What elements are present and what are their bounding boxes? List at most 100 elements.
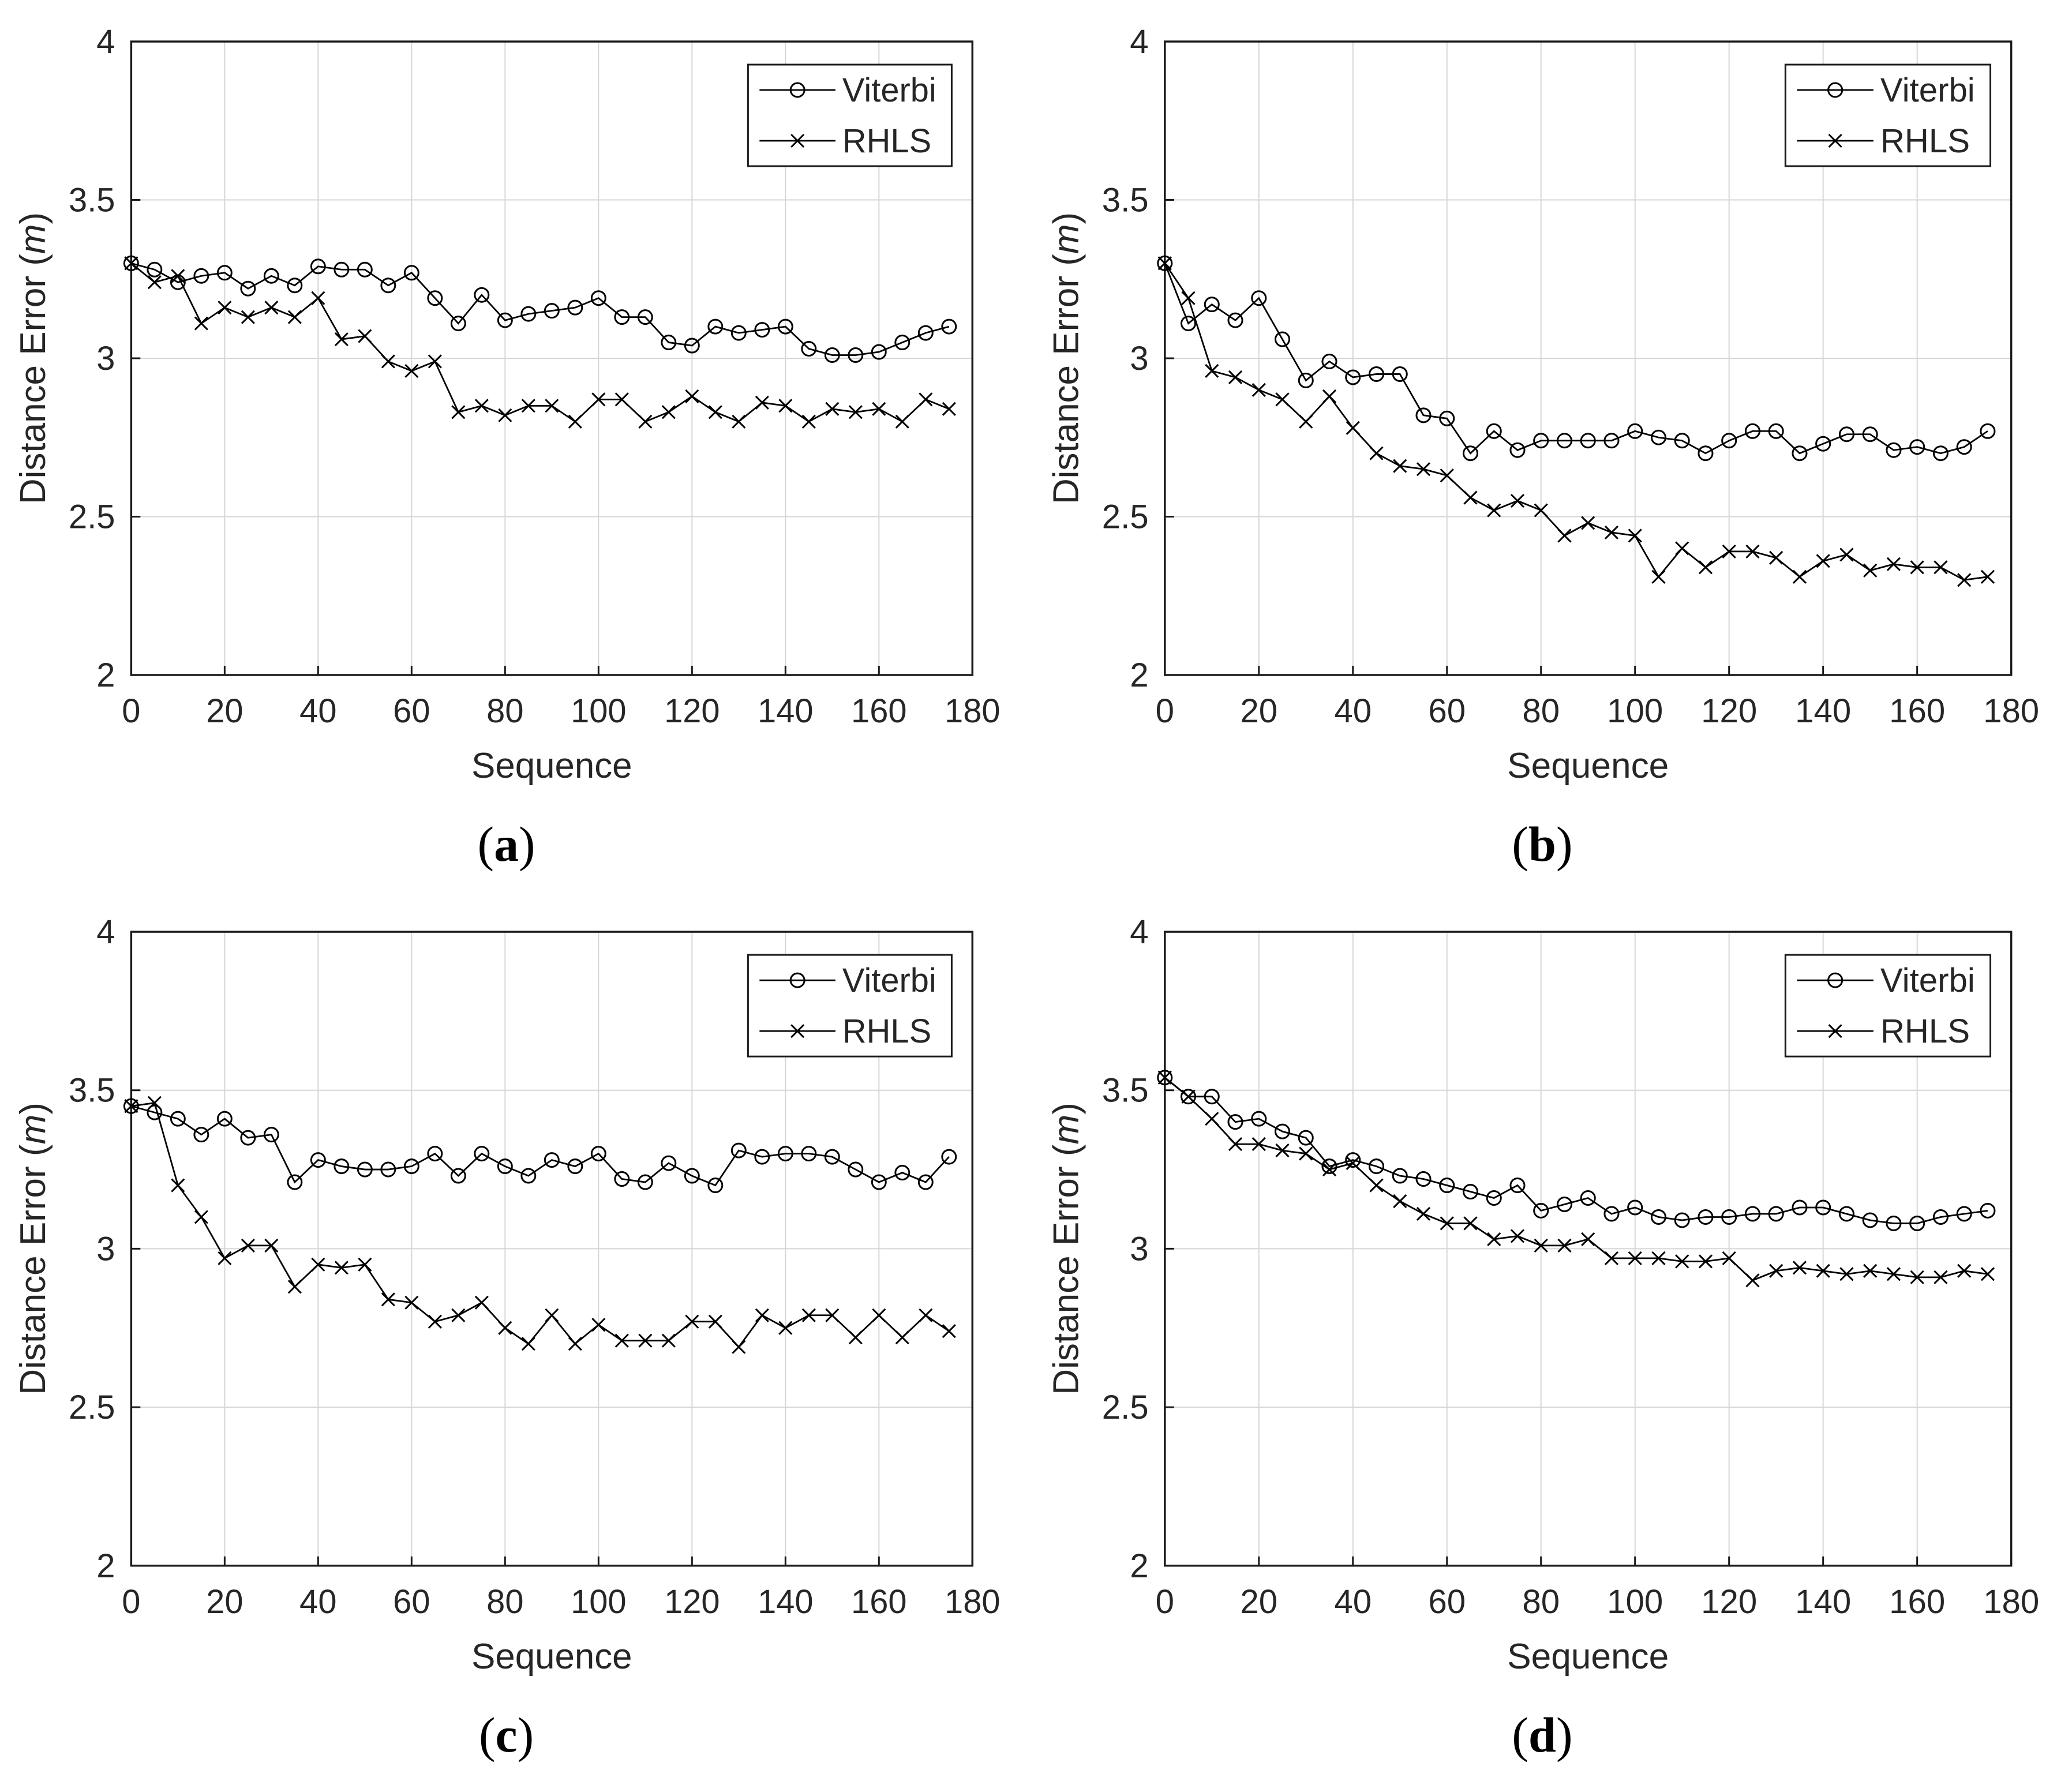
y-tick-label: 3.5 bbox=[1102, 1072, 1149, 1109]
x-tick-label: 100 bbox=[1607, 1583, 1663, 1621]
circle-markers bbox=[123, 1098, 957, 1194]
legend-circle-marker-icon bbox=[789, 972, 805, 988]
series-line bbox=[1164, 263, 1988, 455]
series-line bbox=[1164, 1077, 1988, 1281]
y-tick-label: 2 bbox=[96, 657, 115, 694]
x-tick-label: 180 bbox=[1983, 692, 2039, 730]
legend-circle-marker-icon bbox=[1827, 82, 1844, 98]
grid-lines bbox=[1164, 42, 2011, 675]
tick-labels: 0 20 40 60 80 100 120 140 160 180 2 2.5 3 3.5 4 bbox=[1102, 23, 2039, 730]
panel-caption: (a) bbox=[478, 816, 535, 872]
x-tick-label: 180 bbox=[945, 693, 1000, 730]
series-rhls bbox=[1157, 1070, 1995, 1288]
x-tick-label: 140 bbox=[1795, 1583, 1851, 1621]
legend-box bbox=[1784, 954, 1992, 1058]
axis-ticks bbox=[130, 931, 973, 1567]
x-tick-label: 180 bbox=[1983, 1583, 2039, 1621]
x-tick-label: 160 bbox=[1889, 692, 1945, 730]
x-tick-label: 120 bbox=[1701, 692, 1757, 730]
y-tick-label: 3 bbox=[96, 1231, 115, 1268]
x-tick-label: 120 bbox=[664, 693, 720, 730]
panel-d: 0 20 40 60 80 100 120 140 160 180 2 2.5 3 3.5 4 Sequenc… bbox=[1033, 890, 2072, 1781]
legend-box bbox=[747, 63, 953, 167]
x-markers bbox=[124, 256, 956, 429]
y-axis-label: Distance Error (m) bbox=[13, 1103, 53, 1395]
y-tick-label: 2 bbox=[1130, 1547, 1148, 1585]
y-tick-label: 4 bbox=[1130, 23, 1148, 61]
x-tick-label: 80 bbox=[1522, 692, 1560, 730]
x-tick-label: 140 bbox=[758, 693, 813, 730]
x-tick-label: 20 bbox=[1240, 1583, 1277, 1621]
legend-label: RHLS bbox=[842, 123, 931, 160]
grid-lines bbox=[1164, 932, 2011, 1566]
x-markers bbox=[124, 1096, 956, 1354]
x-axis-label: Sequence bbox=[1507, 746, 1669, 786]
x-markers bbox=[1157, 256, 1995, 587]
series-viterbi bbox=[1157, 1070, 1996, 1231]
x-tick-label: 80 bbox=[486, 693, 523, 730]
series-line bbox=[131, 1102, 950, 1348]
series-line bbox=[130, 263, 950, 423]
x-tick-label: 120 bbox=[664, 1584, 720, 1621]
series-viterbi bbox=[123, 255, 957, 363]
x-tick-label: 100 bbox=[1607, 692, 1663, 730]
axis-ticks bbox=[1164, 40, 2013, 676]
x-tick-label: 60 bbox=[393, 693, 430, 730]
legend-label: RHLS bbox=[842, 1013, 931, 1050]
panel-a: 0 20 40 60 80 100 120 140 160 180 2 2.5 3 3.5 4 Sequenc… bbox=[0, 0, 1033, 890]
panel-caption: (c) bbox=[479, 1707, 534, 1763]
tick-labels: 0 20 40 60 80 100 120 140 160 180 2 2.5 3 3.5 4 bbox=[69, 24, 1000, 730]
legend-box bbox=[747, 954, 953, 1058]
tick-labels: 0 20 40 60 80 100 120 140 160 180 2 2.5 3 3.5 4 bbox=[69, 914, 1000, 1621]
x-tick-label: 140 bbox=[1795, 692, 1851, 730]
series-viterbi bbox=[1157, 255, 1996, 462]
legend-x-marker-icon bbox=[790, 133, 805, 148]
y-tick-label: 2.5 bbox=[69, 498, 115, 535]
x-tick-label: 180 bbox=[945, 1584, 1000, 1621]
x-tick-label: 140 bbox=[758, 1584, 813, 1621]
y-tick-label: 2 bbox=[1130, 657, 1148, 694]
panel-b: 0 20 40 60 80 100 120 140 160 180 2 2.5 3 3.5 4 Sequenc… bbox=[1033, 0, 2072, 890]
series-line bbox=[1164, 1077, 1988, 1224]
panel-c: 0 20 40 60 80 100 120 140 160 180 2 2.5 3 3.5 4 Sequenc… bbox=[0, 890, 1033, 1781]
x-tick-label: 0 bbox=[122, 1584, 140, 1621]
circle-markers bbox=[123, 255, 957, 363]
x-tick-label: 40 bbox=[1334, 692, 1372, 730]
axis-ticks bbox=[1164, 931, 2013, 1567]
series-viterbi bbox=[123, 1098, 957, 1194]
y-tick-label: 3.5 bbox=[69, 1073, 115, 1109]
legend-label: Viterbi bbox=[1880, 962, 1975, 999]
y-tick-label: 2 bbox=[96, 1548, 115, 1585]
legend-circle-marker-icon bbox=[1827, 972, 1844, 988]
legend: Viterbi RHLS bbox=[747, 63, 953, 167]
y-tick-label: 4 bbox=[96, 24, 115, 61]
y-tick-label: 4 bbox=[1130, 913, 1148, 951]
y-tick-label: 2.5 bbox=[1102, 1389, 1149, 1426]
legend: Viterbi RHLS bbox=[1784, 954, 1992, 1058]
x-tick-label: 160 bbox=[1889, 1583, 1945, 1621]
legend-label: RHLS bbox=[1880, 1013, 1970, 1050]
legend-label: Viterbi bbox=[842, 962, 936, 999]
y-axis-label: Distance Error (m) bbox=[1046, 212, 1086, 504]
x-axis-label: Sequence bbox=[1507, 1637, 1669, 1677]
x-tick-label: 60 bbox=[393, 1584, 430, 1621]
axis-box bbox=[1164, 40, 2013, 676]
tick-labels: 0 20 40 60 80 100 120 140 160 180 2 2.5 3 3.5 4 bbox=[1102, 913, 2039, 1621]
legend-label: Viterbi bbox=[842, 72, 936, 109]
legend-x-marker-icon bbox=[1828, 1024, 1842, 1038]
x-tick-label: 80 bbox=[486, 1584, 523, 1621]
series-line bbox=[131, 1105, 950, 1187]
x-tick-label: 60 bbox=[1428, 692, 1466, 730]
x-tick-label: 20 bbox=[206, 693, 243, 730]
chart-b: 0 20 40 60 80 100 120 140 160 180 2 2.5 3 3.5 4 Sequenc… bbox=[1033, 0, 2072, 890]
legend-box bbox=[1784, 63, 1992, 167]
y-axis-label: Distance Error (m) bbox=[1046, 1103, 1086, 1395]
legend-x-marker-icon bbox=[1828, 133, 1842, 148]
x-tick-label: 20 bbox=[1240, 692, 1277, 730]
x-tick-label: 160 bbox=[851, 693, 906, 730]
x-axis-label: Sequence bbox=[471, 1637, 632, 1677]
x-tick-label: 0 bbox=[1156, 692, 1174, 730]
x-tick-label: 0 bbox=[122, 693, 140, 730]
y-tick-label: 4 bbox=[96, 914, 115, 951]
x-markers bbox=[1157, 1070, 1995, 1288]
